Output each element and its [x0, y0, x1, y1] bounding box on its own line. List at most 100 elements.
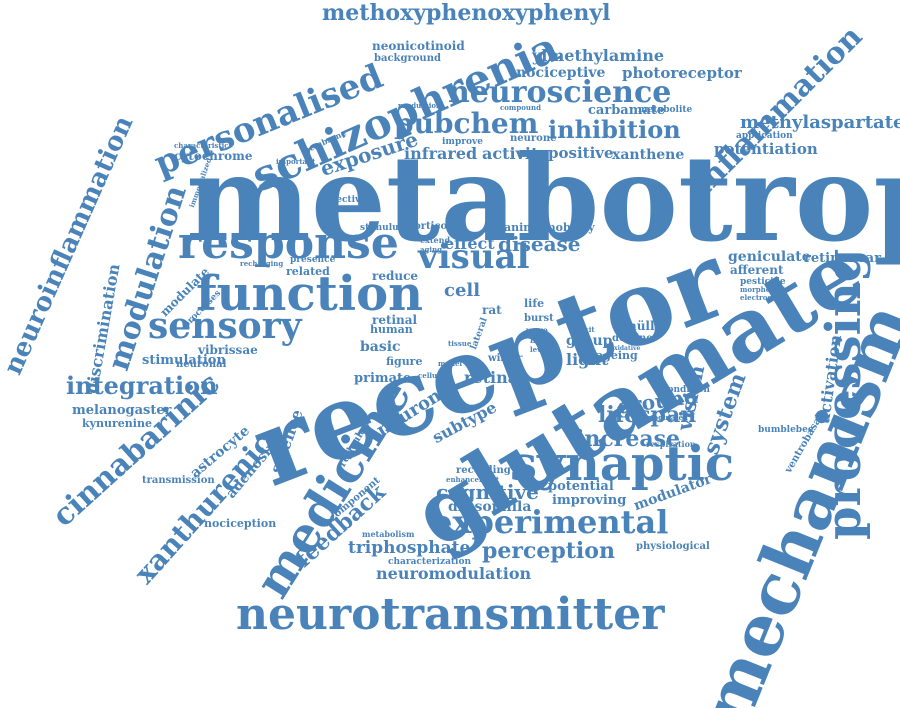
word-burst: burst	[524, 313, 554, 324]
word-sensory: sensory	[148, 305, 302, 347]
word-mobility: mobility	[544, 221, 595, 234]
word-physiological: physiological	[636, 541, 710, 552]
word-kynurenine: kynurenine	[82, 417, 152, 430]
word-positive: positive	[548, 144, 614, 162]
word-response: response	[178, 218, 399, 269]
word-life: life	[524, 297, 545, 310]
word-geniculate: geniculate	[728, 249, 811, 265]
word-function: function	[196, 266, 423, 322]
word-wistar: wistar	[488, 353, 523, 364]
word-important: important	[276, 157, 316, 166]
word-selective: selective	[322, 195, 366, 205]
word-figure: figure	[386, 355, 423, 368]
word-nociception: nociception	[204, 517, 277, 530]
word-deficit: deficit	[570, 325, 595, 334]
word-stimulation: stimulation	[142, 353, 226, 368]
word-muller: müller	[624, 319, 669, 333]
word-bumblebee: bumblebee	[758, 425, 814, 435]
word-improve: improve	[442, 137, 483, 147]
word-human: human	[370, 323, 413, 336]
word-pesticide: pesticide	[740, 277, 786, 287]
word-extend: extend	[420, 235, 451, 245]
word-reduce: reduce	[372, 269, 419, 283]
word-basic: basic	[360, 339, 401, 355]
word-cellular: cellular	[418, 371, 449, 380]
word-electrogenic: electrogenic	[740, 293, 789, 302]
word-pubchem: pubchem	[394, 107, 539, 140]
word-transmission: transmission	[142, 475, 215, 486]
word-neonicotinoid: neonicotinoid	[372, 39, 465, 53]
word-increase: increase	[576, 426, 680, 452]
word-afferent: afferent	[730, 263, 784, 277]
word-methylaspartate: methylaspartate	[740, 112, 900, 133]
word-morphologic: morphologic	[740, 285, 790, 294]
word-cell: cell	[444, 280, 481, 301]
word-application: application	[736, 131, 793, 141]
word-triphosphate: triphosphate	[348, 538, 471, 558]
word-enhancement: enhancement	[446, 475, 500, 484]
word-background: background	[374, 53, 441, 64]
word-decline: decline	[612, 333, 653, 344]
word-perception: perception	[482, 538, 615, 564]
word-related: related	[286, 265, 330, 278]
word-experimental: experimental	[432, 503, 669, 541]
word-retinanear: retinanear	[804, 251, 881, 266]
word-rat: rat	[482, 303, 502, 317]
word-vibrissae: vibrissae	[198, 343, 258, 357]
word-neuromodulation: neuromodulation	[376, 564, 532, 583]
word-neurone: neurone	[510, 133, 557, 144]
word-integration: integration	[66, 371, 218, 400]
word-photoreceptor: photoreceptor	[622, 64, 742, 82]
word-aging: aging	[420, 245, 443, 254]
word-metabotropic: metabotropic	[186, 129, 900, 268]
word-carbamate: carbamate	[588, 103, 666, 118]
word-wave: wave	[526, 325, 548, 335]
word-production: production	[398, 101, 442, 110]
word-primate: primate	[354, 371, 412, 386]
word-condition: condition	[662, 385, 710, 395]
word-cortico: cortico	[408, 221, 448, 232]
word-ageing: ageing	[596, 349, 638, 362]
word-potentiation: potentiation	[714, 140, 818, 158]
word-inhibition: inhibition	[548, 115, 681, 144]
word-recharging: recharging	[240, 259, 284, 268]
word-model: model	[438, 359, 463, 368]
word-lifespan: lifespan	[598, 402, 697, 428]
word-xanthene: xanthene	[612, 147, 685, 163]
word-recording: recording	[456, 465, 511, 476]
word-compound: compound	[500, 103, 541, 112]
word-cytochrome: cytochrome	[174, 149, 253, 163]
word-firing: firing	[530, 335, 555, 345]
word-metabolite: metabolite	[638, 105, 693, 115]
word-infrared: infrared	[404, 144, 478, 163]
word-neurotransmitter: neurotransmitter	[236, 589, 665, 640]
word-activity: activity	[482, 144, 548, 163]
word-melanogaster: melanogaster	[72, 403, 172, 418]
word-animal: animal	[504, 221, 547, 234]
word-neuroscience: neuroscience	[448, 75, 672, 110]
word-potential: potential	[548, 479, 614, 494]
word-characteristic: characteristic	[174, 141, 229, 150]
word-metabolism: metabolism	[362, 529, 415, 539]
word-methoxyphenoxyphenyl: methoxyphenoxyphenyl	[322, 0, 611, 26]
word-group: group	[566, 333, 613, 349]
word-level: level	[530, 345, 549, 354]
word-disease: disease	[498, 232, 581, 256]
word-characterization: characterization	[388, 557, 472, 567]
word-retina: retina	[464, 368, 519, 387]
word-synaptic: synaptic	[510, 436, 735, 492]
word-retinal: retinal	[372, 313, 418, 327]
word-oxidative: oxidative	[610, 345, 641, 352]
word-presence: presence	[290, 255, 336, 265]
word-cognitive: cognitive	[436, 480, 539, 504]
word-neuronal: neuronal	[176, 359, 227, 370]
word-ylmethylamine: ylmethylamine	[532, 46, 665, 65]
word-tissue: tissue	[448, 339, 472, 348]
word-stimulus: stimulus	[360, 223, 404, 233]
word-effect: effect	[444, 234, 495, 253]
word-light: light	[566, 350, 609, 369]
word-nociceptive: nociceptive	[516, 65, 606, 81]
word-visual: visual	[418, 237, 530, 277]
word-respiration: respiration	[646, 439, 696, 449]
